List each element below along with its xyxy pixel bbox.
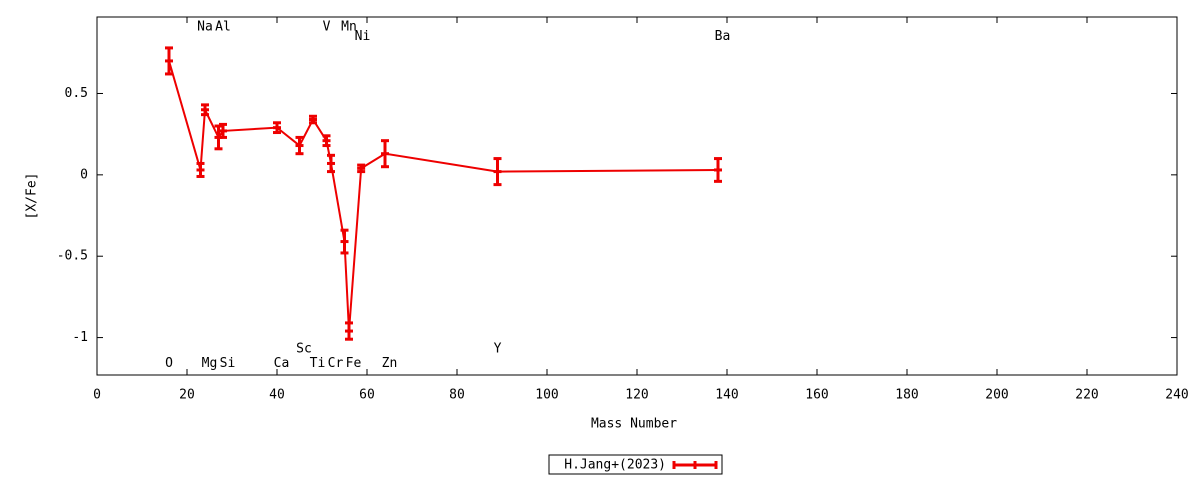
error-point — [357, 163, 366, 174]
element-label: Mg — [202, 356, 218, 371]
error-point — [327, 153, 335, 174]
element-label: Ni — [355, 29, 371, 44]
x-tick-label: 240 — [1165, 388, 1188, 403]
x-tick-label: 20 — [179, 388, 195, 403]
x-tick-label: 140 — [715, 388, 738, 403]
error-point — [196, 161, 205, 178]
y-tick-label: 0.5 — [65, 86, 88, 101]
element-label: Si — [220, 356, 236, 371]
error-point — [345, 321, 353, 341]
legend-label: H.Jang+(2023) — [564, 458, 666, 473]
x-tick-label: 180 — [895, 388, 918, 403]
element-label: Na — [197, 19, 213, 34]
series-line — [168, 60, 719, 332]
error-point — [309, 114, 317, 125]
error-point — [165, 46, 173, 76]
error-point — [322, 134, 331, 148]
x-tick-label: 80 — [449, 388, 465, 403]
element-label: Ti — [310, 356, 326, 371]
x-tick-label: 120 — [625, 388, 648, 403]
x-tick-label: 160 — [805, 388, 828, 403]
element-label: Sc — [296, 341, 312, 356]
element-label: V — [323, 19, 331, 34]
y-axis-label: [X/Fe] — [25, 173, 40, 220]
element-label: O — [165, 356, 173, 371]
element-label: Ba — [715, 29, 731, 44]
error-point — [273, 121, 281, 135]
element-label: Zn — [382, 356, 398, 371]
element-label: Ca — [274, 356, 290, 371]
y-tick-label: -0.5 — [57, 249, 88, 264]
y-tick-label: 0 — [80, 167, 88, 182]
error-point — [201, 103, 209, 117]
error-point — [714, 157, 722, 183]
error-point — [295, 135, 304, 156]
element-label: Mn — [341, 19, 357, 34]
y-tick-label: -1 — [72, 330, 88, 345]
error-point — [214, 124, 223, 151]
element-label: Fe — [346, 356, 362, 371]
x-tick-label: 0 — [93, 388, 101, 403]
element-label: Y — [494, 341, 502, 356]
error-point — [381, 139, 389, 169]
legend-box — [548, 454, 723, 475]
element-label: Al — [215, 19, 231, 34]
x-axis-label: Mass Number — [591, 417, 677, 432]
x-tick-label: 100 — [535, 388, 558, 403]
element-label: Cr — [328, 356, 344, 371]
error-point — [493, 157, 502, 187]
plot-frame — [96, 16, 1178, 376]
error-point — [219, 122, 227, 139]
x-tick-label: 60 — [359, 388, 375, 403]
x-tick-label: 40 — [269, 388, 285, 403]
error-point — [340, 228, 349, 255]
x-tick-label: 220 — [1075, 388, 1098, 403]
x-tick-label: 200 — [985, 388, 1008, 403]
